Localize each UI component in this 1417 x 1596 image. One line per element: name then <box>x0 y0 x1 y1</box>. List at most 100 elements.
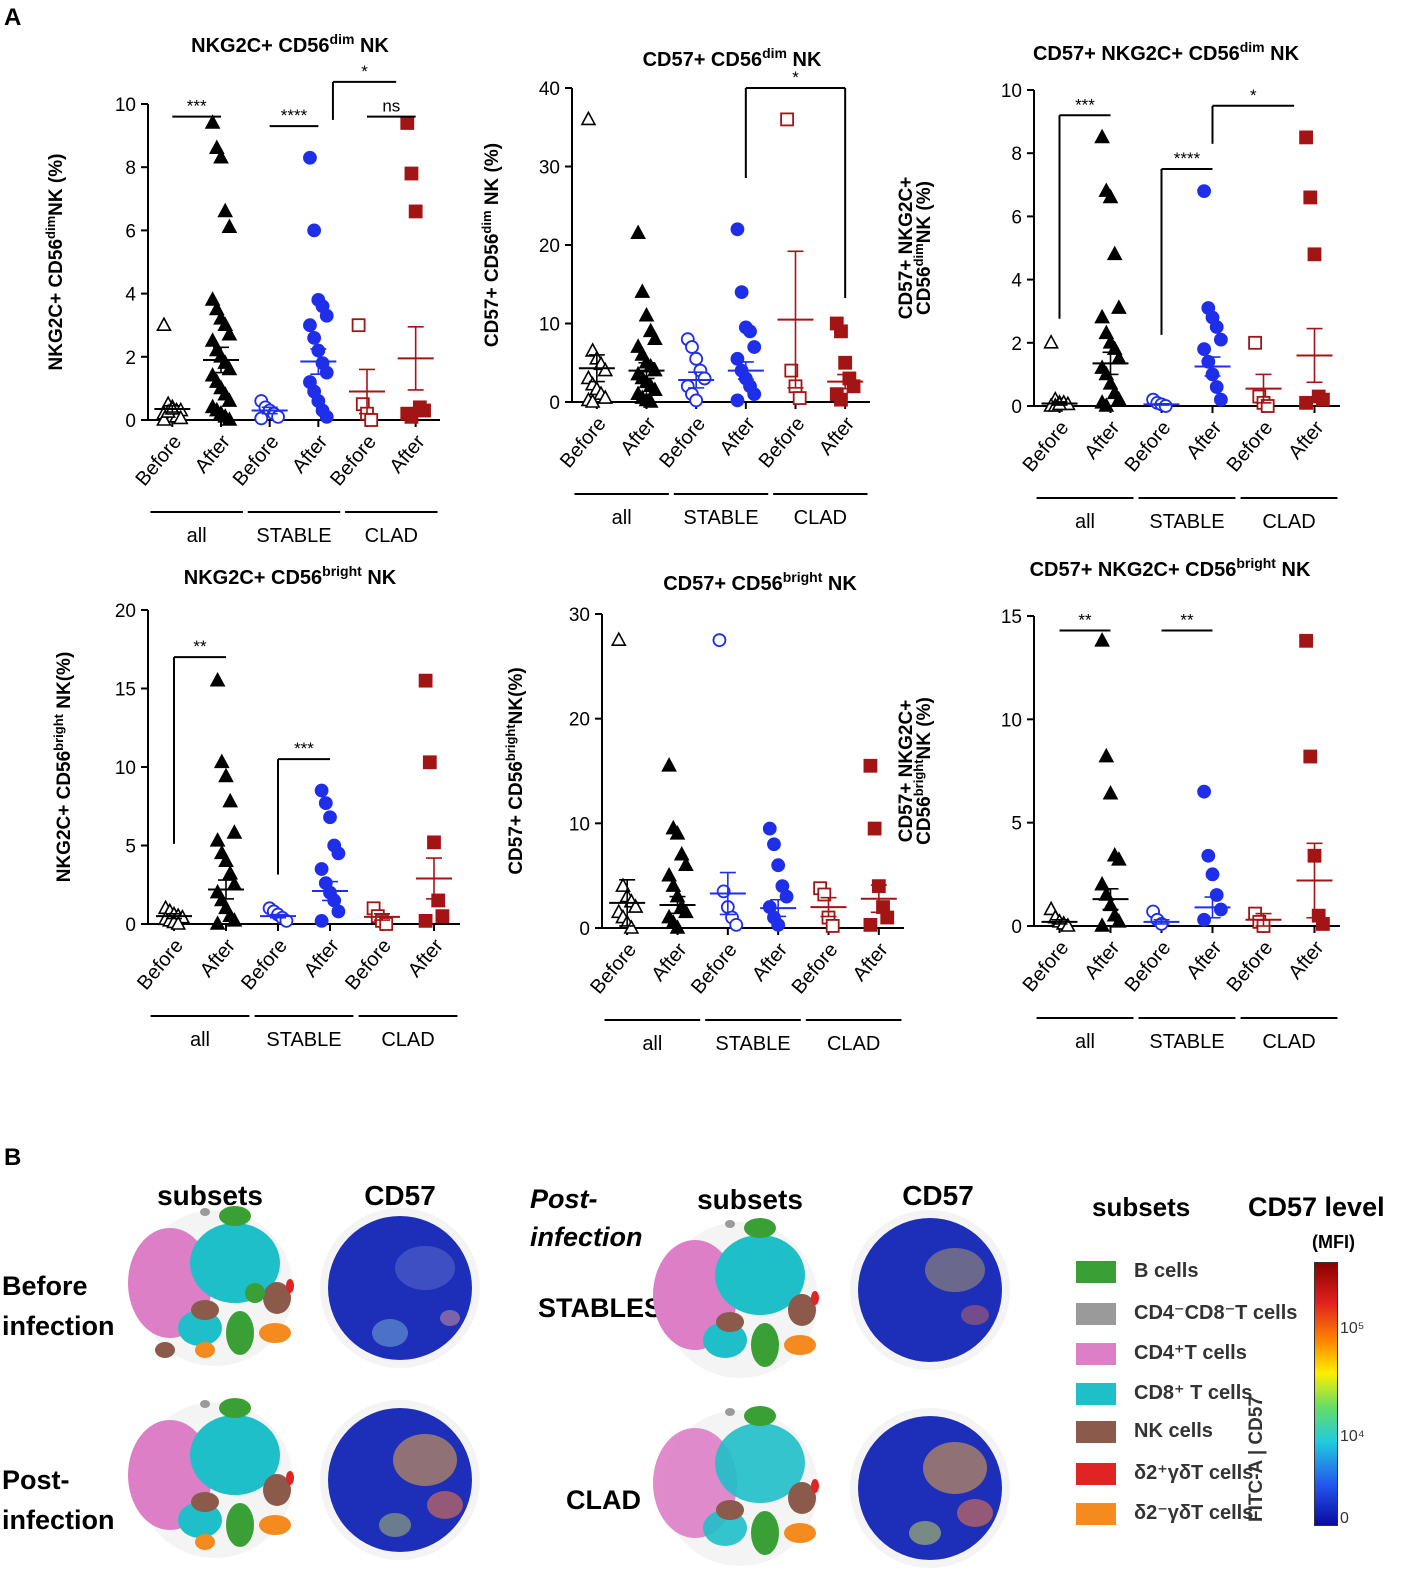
data-point <box>729 917 744 932</box>
legend-label: CD4⁻CD8⁻T cells <box>1134 1302 1298 1324</box>
tsne-cd57-post <box>320 1400 480 1560</box>
data-point <box>665 877 682 892</box>
data-point <box>1303 190 1318 205</box>
data-point <box>825 919 840 933</box>
data-point <box>678 903 694 919</box>
y-tick-label: 20 <box>569 710 590 731</box>
data-point <box>417 403 431 418</box>
y-tick-label: 10 <box>569 814 590 835</box>
data-point <box>689 393 704 408</box>
data-point <box>669 825 686 840</box>
x-tick-label: Before <box>556 413 611 472</box>
row-stables: STABLES <box>538 1293 663 1323</box>
group-label: all <box>642 1033 662 1055</box>
data-point <box>1299 130 1313 145</box>
data-point <box>767 837 781 852</box>
group-label: CLAD <box>827 1033 880 1055</box>
data-point <box>762 821 777 836</box>
y-tick-label: 10 <box>539 315 560 336</box>
data-point <box>1094 128 1110 144</box>
legend-item: δ2⁻γδT cells <box>1076 1500 1253 1525</box>
y-tick-label: 20 <box>115 601 136 622</box>
y-tick-label: 0 <box>579 919 590 940</box>
row-before-infection: Before infection <box>2 1266 115 1346</box>
data-point <box>217 202 234 218</box>
y-tick-label: 4 <box>125 285 136 306</box>
y-tick-label: 20 <box>539 236 560 257</box>
data-point <box>319 409 334 424</box>
legend-label: B cells <box>1134 1260 1199 1282</box>
data-point <box>779 889 794 904</box>
tsne-subsets-before <box>128 1206 294 1366</box>
data-point <box>1106 340 1123 355</box>
y-tick-label: 15 <box>1001 607 1022 628</box>
data-point <box>208 139 225 155</box>
data-point <box>1102 375 1119 390</box>
significance-label: *** <box>187 97 207 116</box>
y-axis-label-line1: CD57+ NKG2C+ <box>896 177 917 320</box>
x-tick-label: Before <box>131 431 186 490</box>
data-point <box>669 919 686 934</box>
colorbar-title: CD57 level <box>1248 1192 1385 1222</box>
y-tick-label: 8 <box>125 158 136 179</box>
data-point <box>213 149 229 164</box>
data-point <box>642 393 659 408</box>
data-point <box>303 150 317 165</box>
data-point <box>712 633 727 648</box>
data-point <box>1111 391 1127 406</box>
legend-swatch <box>1076 1420 1116 1443</box>
data-point <box>771 917 786 932</box>
legend-swatch <box>1076 1260 1116 1283</box>
x-tick-label: After <box>647 939 691 986</box>
data-point <box>379 917 394 931</box>
data-point <box>323 810 337 825</box>
x-tick-label: After <box>1284 937 1328 984</box>
significance-label: **** <box>1174 149 1201 168</box>
group-label: CLAD <box>794 507 847 529</box>
data-point <box>1209 380 1224 394</box>
y-tick-label: 4 <box>1011 271 1022 292</box>
significance-label: * <box>792 68 799 87</box>
data-point <box>331 846 346 861</box>
x-tick-label: Before <box>1223 937 1278 996</box>
data-point <box>678 856 694 872</box>
group-label: CLAD <box>381 1029 434 1051</box>
data-point <box>730 393 745 408</box>
legend-swatch <box>1076 1342 1116 1365</box>
legend-item: B cells <box>1076 1260 1198 1284</box>
y-tick-label: 0 <box>125 915 136 936</box>
tsne-cd57-clad <box>850 1408 1010 1568</box>
data-point <box>1209 320 1224 334</box>
data-point <box>1102 785 1119 800</box>
data-point <box>1201 354 1216 369</box>
data-point <box>1197 784 1211 799</box>
y-tick-label: 30 <box>569 605 590 626</box>
data-point <box>863 758 878 773</box>
data-point <box>685 340 699 354</box>
data-point <box>254 411 269 426</box>
data-point <box>615 877 631 892</box>
x-tick-label: After <box>191 431 235 478</box>
colorbar-tick-0: 0 <box>1340 1510 1349 1527</box>
data-point <box>1201 848 1216 863</box>
data-point <box>314 913 329 928</box>
legend-label: δ2⁺γδT cells <box>1134 1462 1254 1484</box>
y-tick-label: 2 <box>125 348 136 369</box>
row-post-line2: infection <box>2 1505 115 1535</box>
data-point <box>1094 308 1110 324</box>
data-point <box>730 222 745 237</box>
data-point <box>1060 917 1076 932</box>
y-tick-label: 0 <box>1011 917 1022 938</box>
data-point <box>1043 334 1059 349</box>
group-label: STABLE <box>256 525 331 547</box>
data-point <box>1214 332 1228 347</box>
x-tick-label: Before <box>341 935 396 994</box>
x-tick-label: Before <box>133 935 188 994</box>
data-point <box>734 285 749 300</box>
data-point <box>1098 365 1115 381</box>
x-tick-label: Before <box>229 431 284 490</box>
y-tick-label: 8 <box>1011 144 1022 165</box>
y-tick-label: 5 <box>1011 814 1022 835</box>
data-point <box>204 332 221 347</box>
data-point <box>1197 342 1211 357</box>
